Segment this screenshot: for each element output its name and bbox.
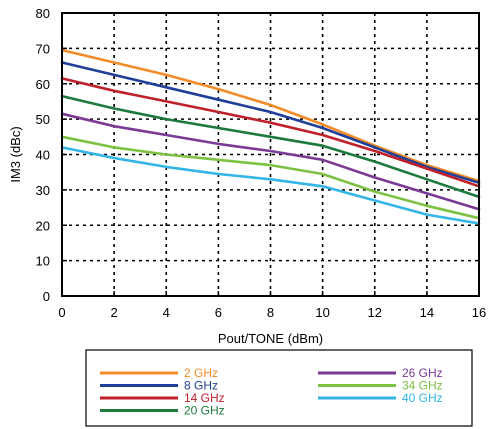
legend-label: 8 GHz (184, 379, 218, 393)
series-line (60, 61, 481, 185)
x-tick-label: 14 (420, 305, 434, 320)
y-tick-label: 10 (36, 254, 50, 269)
y-tick-label: 60 (36, 77, 50, 92)
series-line (60, 77, 481, 188)
x-axis-title: Pout/TONE (dBm) (218, 331, 323, 346)
series-line (60, 146, 481, 225)
y-tick-label: 20 (36, 218, 50, 233)
legend (85, 349, 473, 427)
x-tick-label: 8 (267, 305, 274, 320)
x-tick-label: 10 (315, 305, 329, 320)
series-line (60, 135, 481, 220)
x-tick-label: 4 (163, 305, 170, 320)
series-line (60, 94, 481, 199)
y-tick-label: 80 (36, 6, 50, 21)
x-tick-label: 6 (215, 305, 222, 320)
series-lines (60, 48, 481, 225)
legend-label: 34 GHz (402, 379, 443, 393)
legend-label: 2 GHz (184, 366, 218, 380)
series-line (60, 112, 481, 211)
legend-label: 40 GHz (402, 391, 443, 405)
legend-label: 20 GHz (184, 404, 225, 418)
y-axis-title: IM3 (dBc) (8, 126, 23, 182)
y-tick-label: 40 (36, 148, 50, 163)
grid (62, 13, 479, 296)
x-tick-label: 0 (58, 305, 65, 320)
axis-ticks: 0 2 4 6 8 10 12 14 16 0 10 20 30 40 50 60 70 80 (36, 6, 487, 320)
y-tick-label: 30 (36, 183, 50, 198)
x-tick-label: 2 (111, 305, 118, 320)
series-line (60, 48, 481, 183)
y-tick-label: 70 (36, 41, 50, 56)
x-tick-label: 16 (472, 305, 486, 320)
y-tick-label: 0 (43, 289, 50, 304)
y-tick-label: 50 (36, 112, 50, 127)
x-tick-label: 12 (368, 305, 382, 320)
legend-label: 26 GHz (402, 366, 443, 380)
legend-label: 14 GHz (184, 391, 225, 405)
